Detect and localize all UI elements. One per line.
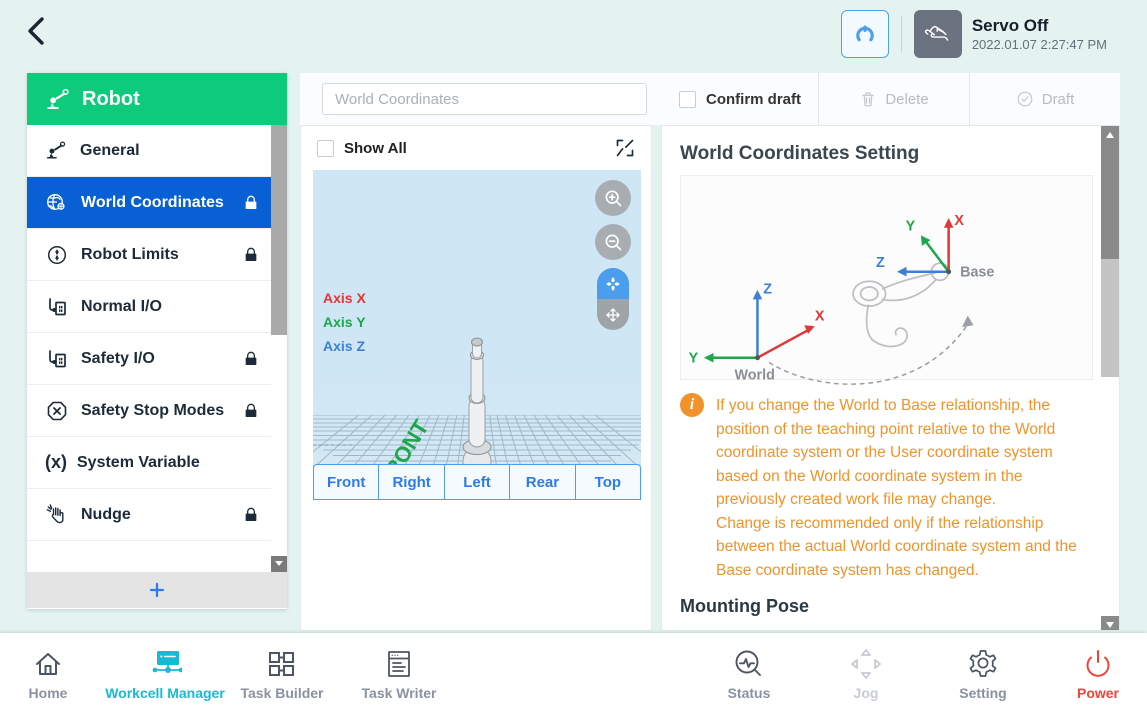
svg-text:World: World <box>735 368 775 384</box>
svg-text:Z: Z <box>763 282 772 298</box>
svg-text:Z: Z <box>876 255 885 271</box>
svg-text:X: X <box>954 213 964 229</box>
svg-text:Y: Y <box>906 219 916 235</box>
svg-text:Base: Base <box>960 264 994 280</box>
svg-text:Y: Y <box>689 351 699 367</box>
svg-text:X: X <box>815 308 825 324</box>
